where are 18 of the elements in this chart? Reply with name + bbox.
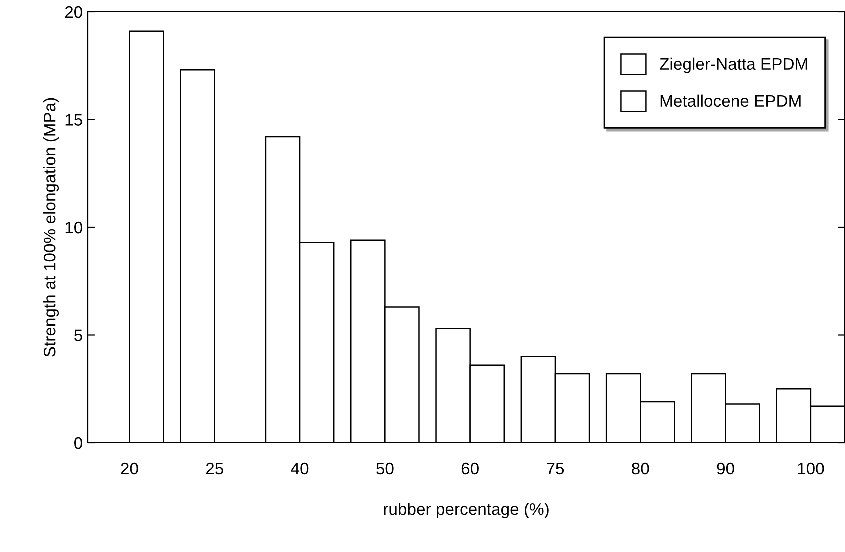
y-axis-title: Strength at 100% elongation (MPa)	[44, 98, 60, 357]
y-tick-label: 10	[66, 222, 82, 234]
x-tick-label: 50	[376, 462, 394, 475]
y-tick-label: 15	[66, 114, 82, 126]
y-tick-label: 20	[65, 6, 82, 18]
x-tick-label: 25	[206, 462, 224, 475]
x-tick-label: 40	[291, 462, 309, 475]
y-tick-label: 5	[74, 330, 82, 342]
x-tick-label: 90	[717, 462, 734, 475]
y-tick-label: 0	[74, 437, 82, 450]
legend-label: Metallocene EPDM	[660, 94, 801, 108]
x-tick-label: 60	[462, 462, 479, 475]
x-axis-title: rubber percentage (%)	[384, 502, 549, 519]
legend-label: Ziegler-Natta EPDM	[660, 58, 808, 74]
x-tick-label: 80	[632, 462, 650, 475]
x-tick-label: 100	[798, 462, 824, 475]
x-tick-label: 20	[121, 462, 138, 475]
x-tick-label: 75	[547, 463, 564, 475]
